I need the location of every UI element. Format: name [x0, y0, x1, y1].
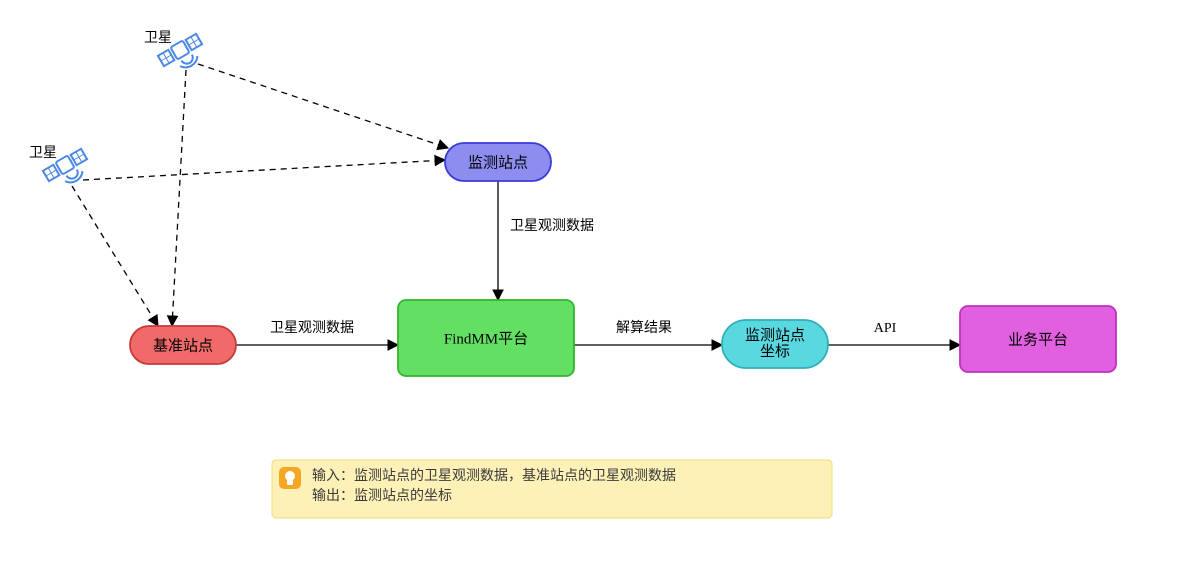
note-line-0: 输入：监测站点的卫星观测数据，基准站点的卫星观测数据: [312, 467, 676, 484]
satellite-label: 卫星: [144, 31, 172, 46]
satellite-label: 卫星: [29, 146, 57, 161]
node-label-monitor: 监测站点: [468, 154, 528, 171]
edge-e_sat1_monitor: [198, 64, 448, 148]
note-box: 输入：监测站点的卫星观测数据，基准站点的卫星观测数据输出：监测站点的坐标: [272, 460, 832, 518]
edge-label-e_coord_biz: API: [874, 321, 897, 336]
node-coord: 监测站点坐标: [722, 320, 828, 368]
edge-e_sat2_monitor: [83, 160, 445, 180]
edge-label-e_base_findmm: 卫星观测数据: [270, 320, 354, 336]
edge-e_sat2_base: [72, 186, 158, 326]
note-line-1: 输出：监测站点的坐标: [312, 488, 452, 504]
node-label-biz: 业务平台: [1008, 332, 1068, 349]
lightbulb-icon: [279, 467, 301, 489]
satellite-sat2: 卫星: [29, 146, 94, 193]
satellite-sat1: 卫星: [144, 31, 209, 78]
node-label-base: 基准站点: [153, 337, 213, 354]
node-monitor: 监测站点: [445, 143, 551, 181]
node-label-coord-1: 坐标: [760, 343, 790, 360]
edge-label-e_findmm_coord: 解算结果: [616, 320, 672, 336]
edge-e_sat1_base: [172, 70, 186, 326]
node-findmm: FindMM平台: [398, 300, 574, 376]
node-base: 基准站点: [130, 326, 236, 364]
edge-label-e_monitor_findmm: 卫星观测数据: [510, 218, 594, 234]
node-biz: 业务平台: [960, 306, 1116, 372]
node-label-coord-0: 监测站点: [745, 327, 805, 344]
node-label-findmm: FindMM平台: [444, 331, 528, 348]
